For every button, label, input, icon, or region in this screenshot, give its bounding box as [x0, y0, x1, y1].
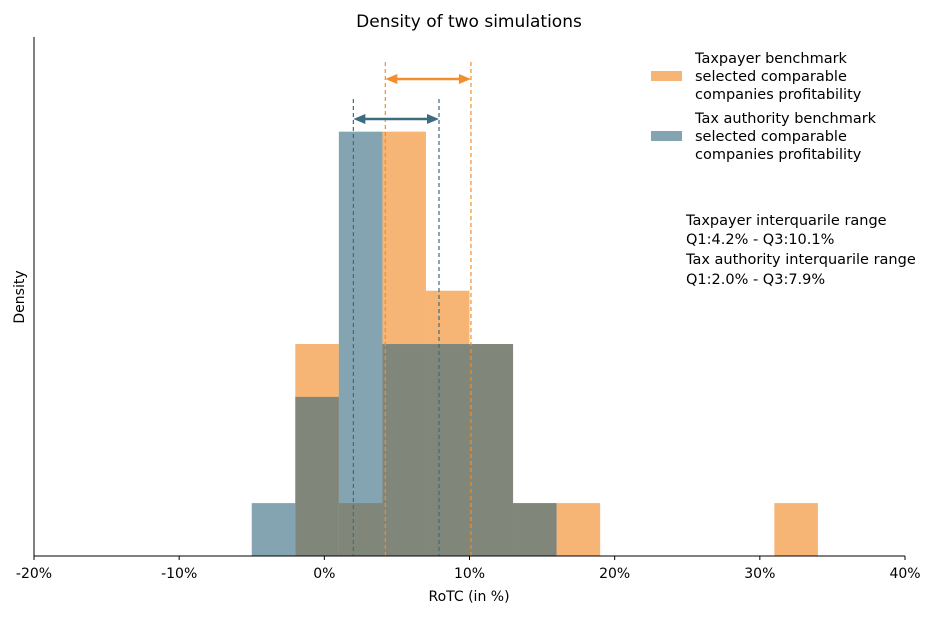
- tax-authority-arrowhead-left: [353, 114, 366, 124]
- tax-authority-bar: [425, 344, 470, 556]
- legend: Taxpayer benchmark selected comparable c…: [651, 51, 881, 163]
- x-ticks: -20% -10% 0% 10% 20% 30% 40%: [16, 556, 921, 582]
- tax-authority-bar: [338, 131, 383, 556]
- taxpayer-bar: [774, 503, 818, 556]
- x-tick-label: 10%: [454, 566, 485, 582]
- x-tick-label: 0%: [313, 566, 335, 582]
- taxpayer-bar: [556, 503, 601, 556]
- tax-authority-bar: [251, 503, 296, 556]
- legend-label-taxpayer: Taxpayer benchmark selected comparable c…: [694, 51, 862, 103]
- x-tick-label: 30%: [744, 566, 775, 582]
- tax-authority-arrowhead-right: [427, 114, 440, 124]
- tax-authority-bar: [382, 344, 426, 556]
- taxpayer-arrowhead-right: [458, 74, 471, 84]
- x-tick-label: 20%: [599, 566, 630, 582]
- chart-title: Density of two simulations: [356, 12, 582, 32]
- x-tick-label: 40%: [889, 566, 920, 582]
- tax-authority-bar: [513, 503, 557, 556]
- legend-swatch-taxpayer: [651, 71, 682, 81]
- x-tick-label: -10%: [161, 566, 197, 582]
- interquartile-annotation: Taxpayer interquarile range Q1:4.2% - Q3…: [685, 213, 920, 288]
- bars-layer: [251, 131, 818, 556]
- legend-swatch-tax-authority: [651, 131, 682, 141]
- y-axis-label: Density: [12, 270, 28, 323]
- tax-authority-bar: [469, 344, 514, 556]
- quartile-lines-layer: [352, 62, 472, 556]
- tax-authority-bar: [295, 396, 339, 556]
- x-axis-label: RoTC (in %): [428, 589, 509, 605]
- legend-label-tax-authority: Tax authority benchmark selected compara…: [694, 111, 881, 163]
- taxpayer-arrowhead-left: [385, 74, 398, 84]
- x-tick-label: -20%: [16, 566, 52, 582]
